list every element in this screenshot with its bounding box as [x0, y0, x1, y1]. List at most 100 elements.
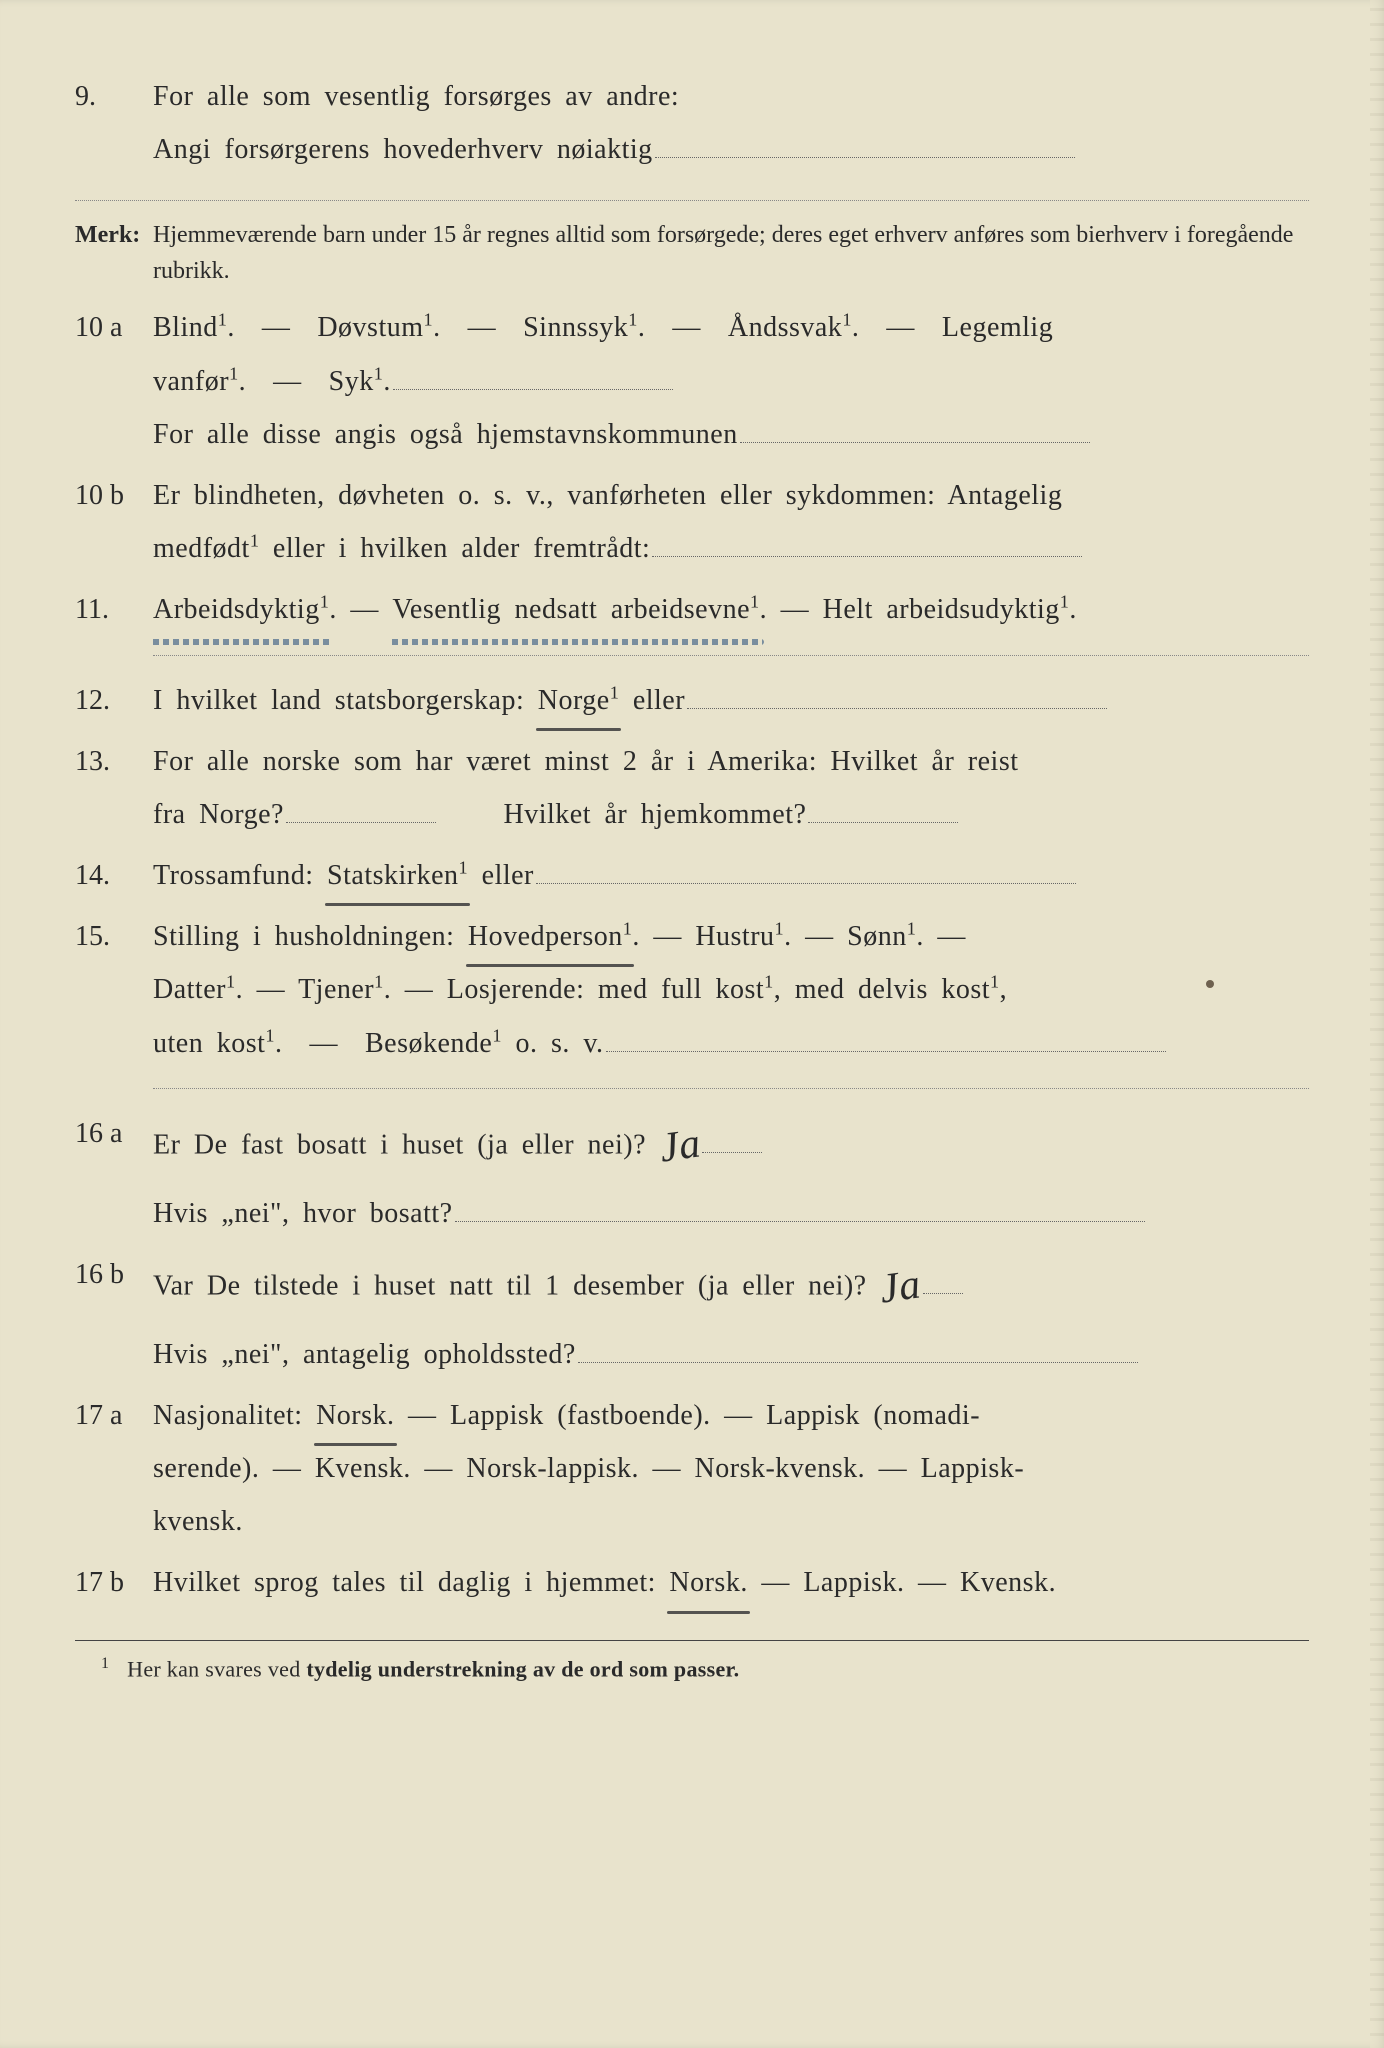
- q11-opt2-underlined: Vesentlig nedsatt arbeidsevne1: [392, 583, 759, 636]
- q10b-line2b: eller i hvilken alder fremtrådt:: [259, 533, 650, 564]
- q10a-legemlig: Legemlig: [942, 312, 1053, 343]
- q17b-rest: — Lappisk. — Kvensk.: [761, 1567, 1056, 1598]
- q10a-blind: Blind: [153, 312, 218, 343]
- q16a-text: Er De fast bosatt i huset (ja eller nei)…: [153, 1107, 1309, 1240]
- q14-text: Trossamfund: Statskirken1 eller: [153, 849, 1309, 902]
- q10a-fill-line-2: [740, 442, 1090, 443]
- q12-fill-line: [687, 708, 1107, 709]
- merk-label: Merk:: [75, 217, 153, 289]
- q9-line2: Angi forsørgerens hovederhverv nøiaktig: [153, 134, 653, 165]
- q10a-text: Blind1. — Døvstum1. — Sinnssyk1. — Åndss…: [153, 301, 1309, 461]
- question-12: 12. I hvilket land statsborgerskap: Norg…: [75, 674, 1309, 727]
- q15-besokende: Besøkende: [365, 1028, 492, 1059]
- q17a-rest1: — Lappisk (fastboende). — Lappisk (nomad…: [408, 1400, 980, 1431]
- q13-line1: For alle norske som har været minst 2 år…: [153, 746, 1019, 777]
- q15-delvis: med delvis kost: [795, 974, 990, 1005]
- q10b-text: Er blindheten, døvheten o. s. v., vanfør…: [153, 469, 1309, 575]
- q16a-number: 16 a: [75, 1107, 153, 1240]
- q10a-fill-line-1: [393, 389, 673, 390]
- page-edge-deckle: [1370, 0, 1384, 2048]
- q11-text: Arbeidsdyktig1. — Vesentlig nedsatt arbe…: [153, 583, 1309, 636]
- ink-spot: [1206, 980, 1214, 988]
- q16a-line2: Hvis „nei", hvor bosatt?: [153, 1198, 453, 1229]
- q16a-fill-2: [455, 1221, 1145, 1222]
- q12-text-b: eller: [633, 685, 685, 716]
- q9-text: For alle som vesentlig forsørges av andr…: [153, 70, 1309, 176]
- q16b-number: 16 b: [75, 1248, 153, 1381]
- footnote-number: 1: [101, 1655, 109, 1672]
- q10a-vanfor: vanfør: [153, 366, 229, 397]
- q15-datter: Datter: [153, 974, 226, 1005]
- q16a-line1: Er De fast bosatt i huset (ja eller nei)…: [153, 1129, 646, 1160]
- divider-after-11: [153, 655, 1309, 656]
- q13-line2b: Hvilket år hjemkommet?: [503, 799, 806, 830]
- question-15: 15. Stilling i husholdningen: Hovedperso…: [75, 910, 1309, 1070]
- q17a-norsk-underlined: Norsk.: [316, 1389, 394, 1442]
- q13-fill-2: [808, 822, 958, 823]
- q13-line2a: fra Norge?: [153, 799, 284, 830]
- q17a-text: Nasjonalitet: Norsk. — Lappisk (fastboen…: [153, 1389, 1309, 1549]
- question-10b: 10 b Er blindheten, døvheten o. s. v., v…: [75, 469, 1309, 575]
- q10b-line1: Er blindheten, døvheten o. s. v., vanfør…: [153, 480, 1062, 511]
- q15-osv: o. s. v.: [515, 1028, 603, 1059]
- q17b-number: 17 b: [75, 1556, 153, 1609]
- q15-hovedperson-underlined: Hovedperson1: [468, 910, 632, 963]
- q15-text: Stilling i husholdningen: Hovedperson1. …: [153, 910, 1309, 1070]
- q15-hustru: Hustru: [695, 921, 774, 952]
- q11-number: 11.: [75, 583, 153, 636]
- question-10a: 10 a Blind1. — Døvstum1. — Sinnssyk1. — …: [75, 301, 1309, 461]
- q17a-number: 17 a: [75, 1389, 153, 1549]
- question-11: 11. Arbeidsdyktig1. — Vesentlig nedsatt …: [75, 583, 1309, 636]
- footnote: 1 Her kan svares ved tydelig understrekn…: [75, 1640, 1309, 1682]
- q11-opt1-underlined: Arbeidsdyktig1: [153, 583, 329, 636]
- q10a-sinnssyk: Sinnssyk: [523, 312, 628, 343]
- q15-sonn: Sønn: [847, 921, 907, 952]
- q9-line1: For alle som vesentlig forsørges av andr…: [153, 81, 679, 112]
- footnote-text-a: Her kan svares ved: [127, 1656, 306, 1681]
- q17b-text-a: Hvilket sprog tales til daglig i hjemmet…: [153, 1567, 669, 1598]
- q17a-line3: kvensk.: [153, 1506, 243, 1537]
- q13-fill-1: [286, 822, 436, 823]
- footnote-bold: tydelig understrekning av de ord som pas…: [306, 1656, 739, 1681]
- merk-text: Hjemmeværende barn under 15 år regnes al…: [153, 217, 1309, 289]
- q12-number: 12.: [75, 674, 153, 727]
- q12-norge-underlined: Norge1: [538, 674, 620, 727]
- q16b-answer-ja: Ja: [875, 1245, 926, 1330]
- question-14: 14. Trossamfund: Statskirken1 eller: [75, 849, 1309, 902]
- q10a-syk: Syk: [329, 366, 374, 397]
- divider-after-15: [153, 1088, 1309, 1089]
- q17b-norsk-underlined: Norsk.: [669, 1556, 747, 1609]
- census-form-page: 9. For alle som vesentlig forsørges av a…: [0, 0, 1384, 2048]
- q16b-fill-1: [923, 1293, 963, 1294]
- q10a-line3: For alle disse angis også hjemstavnskomm…: [153, 419, 738, 450]
- q13-text: For alle norske som har været minst 2 år…: [153, 735, 1309, 841]
- q10a-number: 10 a: [75, 301, 153, 461]
- q9-fill-line: [655, 157, 1075, 158]
- q17a-text-a: Nasjonalitet:: [153, 1400, 316, 1431]
- q10a-andssvak: Åndssvak: [728, 312, 842, 343]
- q15-number: 15.: [75, 910, 153, 1070]
- q10b-number: 10 b: [75, 469, 153, 575]
- q14-number: 14.: [75, 849, 153, 902]
- q10b-line2a: medfødt: [153, 533, 250, 564]
- q11-opt3: Helt arbeidsudyktig: [823, 594, 1060, 625]
- question-16b: 16 b Var De tilstede i huset natt til 1 …: [75, 1248, 1309, 1381]
- q10a-dovstum: Døvstum: [317, 312, 423, 343]
- q13-number: 13.: [75, 735, 153, 841]
- q15-fill-line: [606, 1051, 1166, 1052]
- q12-text: I hvilket land statsborgerskap: Norge1 e…: [153, 674, 1309, 727]
- q14-statskirken-underlined: Statskirken1: [327, 849, 468, 902]
- q14-text-b: eller: [482, 860, 534, 891]
- q15-text-a: Stilling i husholdningen:: [153, 921, 468, 952]
- question-17a: 17 a Nasjonalitet: Norsk. — Lappisk (fas…: [75, 1389, 1309, 1549]
- q16a-answer-ja: Ja: [654, 1104, 705, 1189]
- q12-text-a: I hvilket land statsborgerskap:: [153, 685, 538, 716]
- q16b-line2: Hvis „nei", antagelig opholdssted?: [153, 1339, 576, 1370]
- q14-fill-line: [536, 883, 1076, 884]
- q16a-fill-1: [702, 1152, 762, 1153]
- question-17b: 17 b Hvilket sprog tales til daglig i hj…: [75, 1556, 1309, 1609]
- merk-note: Merk: Hjemmeværende barn under 15 år reg…: [75, 200, 1309, 289]
- q9-number: 9.: [75, 70, 153, 176]
- q17b-text: Hvilket sprog tales til daglig i hjemmet…: [153, 1556, 1309, 1609]
- q17a-line2: serende). — Kvensk. — Norsk-lappisk. — N…: [153, 1453, 1024, 1484]
